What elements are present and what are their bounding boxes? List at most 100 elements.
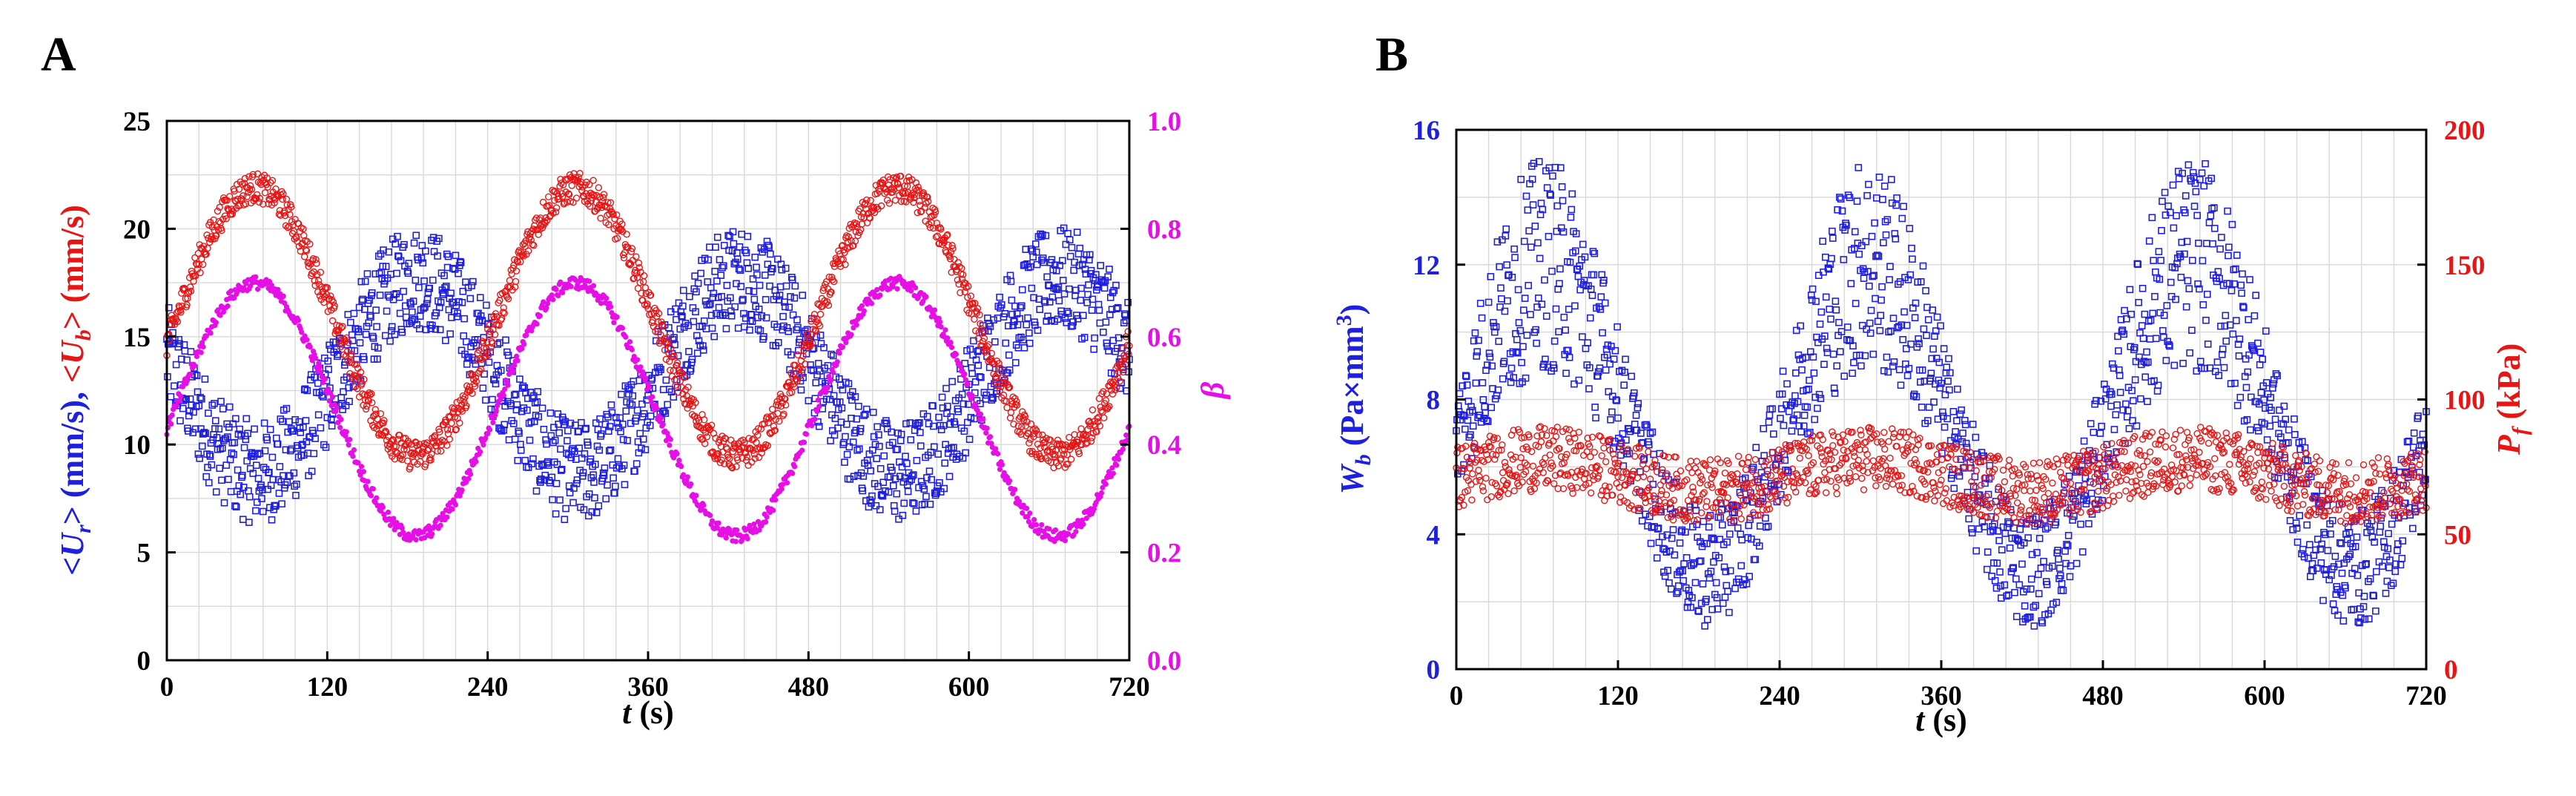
- data-point: [1697, 538, 1704, 546]
- data-point: [1513, 335, 1521, 343]
- data-point: [962, 449, 969, 457]
- data-point: [1756, 522, 1764, 530]
- data-point: [971, 389, 979, 397]
- data-point: [2087, 420, 2095, 427]
- data-point: [346, 398, 353, 406]
- data-point: [692, 398, 699, 407]
- data-point: [2113, 448, 2120, 455]
- data-point: [590, 191, 598, 199]
- panel-a-label: A: [41, 27, 76, 82]
- data-point: [536, 476, 544, 484]
- data-point: [343, 429, 349, 435]
- data-point: [1535, 158, 1543, 165]
- data-point: [1522, 374, 1530, 382]
- data-point: [1961, 417, 1969, 424]
- data-point: [610, 474, 617, 482]
- data-point: [628, 245, 636, 252]
- data-point: [249, 470, 257, 477]
- data-point: [429, 276, 437, 284]
- data-point: [1697, 557, 1705, 565]
- data-point: [1940, 345, 1948, 352]
- data-point: [799, 292, 807, 299]
- data-point: [1091, 334, 1098, 342]
- data-point: [1898, 214, 1906, 223]
- data-point: [684, 474, 690, 480]
- data-point: [611, 320, 617, 326]
- data-point: [717, 272, 725, 279]
- data-point: [1918, 366, 1926, 374]
- data-point: [1763, 467, 1771, 475]
- data-point: [591, 494, 598, 501]
- data-point: [1721, 593, 1729, 601]
- data-point: [1046, 436, 1054, 444]
- data-point: [1048, 445, 1057, 453]
- data-point: [2087, 490, 2096, 497]
- data-point: [815, 397, 821, 403]
- data-point: [349, 337, 357, 344]
- data-point: [829, 276, 836, 283]
- data-point: [803, 431, 810, 437]
- data-point: [922, 493, 930, 501]
- data-point: [1046, 526, 1052, 532]
- data-point: [746, 326, 753, 334]
- data-point: [391, 516, 397, 522]
- data-point: [589, 471, 597, 478]
- data-point: [876, 506, 884, 513]
- data-point: [1783, 380, 1791, 388]
- data-point: [1829, 227, 1836, 235]
- data-point: [1841, 226, 1849, 234]
- data-point: [1929, 345, 1937, 353]
- data-point: [1483, 416, 1490, 424]
- data-point: [420, 277, 428, 285]
- data-point: [1104, 273, 1112, 280]
- data-point: [727, 464, 736, 471]
- data-point: [2077, 520, 2084, 528]
- data-point: [521, 456, 529, 464]
- data-point: [395, 293, 403, 301]
- data-point: [299, 329, 305, 335]
- data-point: [564, 427, 572, 435]
- data-point: [1815, 390, 1823, 398]
- data-point: [1831, 389, 1839, 397]
- data-point: [1941, 391, 1949, 398]
- data-point: [363, 323, 371, 330]
- data-point: [744, 232, 752, 240]
- data-point: [1080, 312, 1087, 320]
- data-point: [183, 356, 191, 364]
- data-point: [933, 487, 941, 495]
- data-point: [1525, 282, 1532, 289]
- data-point: [1065, 309, 1072, 317]
- data-point: [1100, 329, 1107, 336]
- data-point: [1778, 390, 1786, 398]
- data-point: [704, 256, 712, 264]
- data-point: [859, 303, 865, 309]
- data-point: [938, 393, 946, 401]
- panel-b-grid: [1456, 129, 2427, 670]
- data-point: [469, 389, 476, 397]
- data-point: [728, 464, 736, 472]
- data-point: [1915, 335, 1922, 343]
- data-point: [650, 394, 655, 400]
- data-point: [781, 298, 788, 306]
- data-point: [965, 300, 974, 308]
- data-point: [1645, 441, 1653, 449]
- data-point: [745, 287, 753, 295]
- data-point: [236, 425, 244, 433]
- data-point: [492, 412, 498, 418]
- data-point: [1046, 282, 1053, 290]
- data-point: [460, 332, 468, 340]
- data-point: [1571, 380, 1578, 388]
- data-point: [397, 257, 405, 265]
- data-point: [891, 185, 898, 194]
- data-point: [862, 410, 869, 418]
- data-point: [267, 179, 274, 186]
- data-point: [608, 409, 616, 417]
- data-point: [933, 220, 941, 227]
- data-point: [765, 243, 773, 251]
- data-point: [241, 174, 249, 182]
- data-point: [1965, 515, 1973, 523]
- data-point: [1903, 321, 1911, 329]
- data-point: [1902, 345, 1910, 352]
- data-point: [212, 417, 219, 424]
- data-point: [318, 283, 326, 291]
